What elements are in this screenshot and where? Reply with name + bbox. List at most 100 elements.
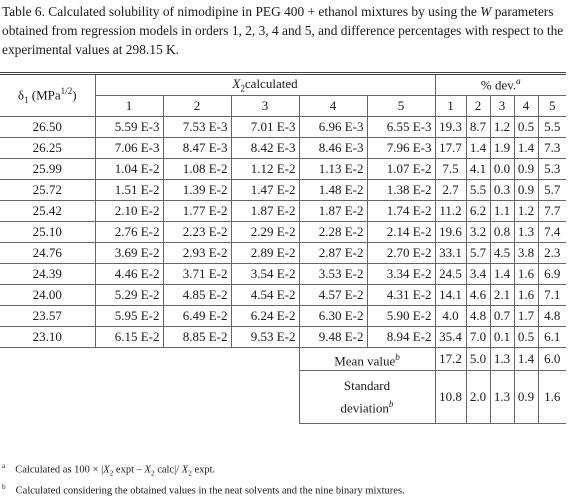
row-header: 24.39	[0, 263, 96, 285]
subscript: 2	[188, 468, 192, 478]
cell: 2.3	[537, 242, 567, 264]
cell: 0.8	[489, 221, 515, 243]
cell: 2.70 E-2	[366, 242, 436, 264]
cell: 8.47 E-3	[162, 137, 232, 159]
cell: 6.2	[465, 200, 491, 222]
cell: 3.34 E-2	[366, 263, 436, 285]
cell: 3.8	[513, 242, 539, 264]
cell: 4.8	[537, 305, 567, 327]
cell: 1.38 E-2	[366, 179, 436, 201]
cell: 1.3	[489, 346, 515, 372]
superscript: b	[395, 352, 400, 362]
cell: 9.48 E-2	[298, 326, 368, 348]
cell: 6.55 E-3	[366, 116, 436, 138]
cell: 2.23 E-2	[162, 221, 232, 243]
cell: 2.7	[434, 179, 467, 201]
cell: 4.54 E-2	[230, 284, 300, 306]
cell: 2.1	[489, 284, 515, 306]
cell: 1.4	[513, 137, 539, 159]
cell: 1.4	[465, 137, 491, 159]
table-row: 25.10 2.76 E-2 2.23 E-2 2.29 E-2 2.28 E-2 2.1…	[0, 221, 567, 243]
cell: 33.1	[434, 242, 467, 264]
cell: 24.5	[434, 263, 467, 285]
table-row: 24.39 4.46 E-2 3.71 E-2 3.54 E-2 3.53 E-2 3.3…	[0, 263, 567, 285]
cell: 4.8	[465, 305, 491, 327]
summary-label: Mean valueb	[298, 346, 436, 372]
cell: 1.87 E-2	[298, 200, 368, 222]
cell: 0.0	[489, 158, 515, 180]
label-text: Standard deviation	[340, 378, 391, 416]
cell: 6.24 E-2	[230, 305, 300, 327]
cell: 1.2	[489, 116, 515, 138]
cell: 17.7	[434, 137, 467, 159]
blank	[0, 348, 299, 371]
cell: 2.93 E-2	[162, 242, 232, 264]
cell: 2.0	[465, 370, 491, 425]
order-label: 2	[465, 95, 491, 117]
cell: 5.0	[465, 346, 491, 372]
cell: 6.0	[537, 346, 567, 372]
cell: 35.4	[434, 326, 467, 348]
cell: 2.89 E-2	[230, 242, 300, 264]
cell: 0.7	[489, 305, 515, 327]
cell: 8.85 E-2	[162, 326, 232, 348]
footnote-mark: b	[2, 482, 6, 491]
cell: 7.53 E-3	[162, 116, 232, 138]
cell: 5.90 E-2	[366, 305, 436, 327]
variable: X	[181, 464, 189, 476]
cell: 11.2	[434, 200, 467, 222]
cell: 19.6	[434, 221, 467, 243]
cell: 8.46 E-3	[298, 137, 368, 159]
cell: 3.2	[465, 221, 491, 243]
cell: 2.87 E-2	[298, 242, 368, 264]
order-label: 1	[434, 95, 467, 117]
summary-row: Standard deviationb 10.8 2.0 1.3 0.9 1.6	[0, 370, 567, 425]
cell: 0.9	[513, 179, 539, 201]
footnote-text: expt –	[115, 464, 142, 476]
cell: 2.76 E-2	[94, 221, 164, 243]
cell: 7.01 E-3	[230, 116, 300, 138]
cell: 1.13 E-2	[298, 158, 368, 180]
unit: )	[72, 87, 77, 103]
table-row: 23.10 6.15 E-2 8.85 E-2 9.53 E-2 9.48 E-2 8.9…	[0, 326, 567, 348]
cell: 1.48 E-2	[298, 179, 368, 201]
order-label: 5	[537, 95, 567, 117]
label-text: Mean value	[334, 353, 396, 369]
footnote-mark: a	[2, 461, 6, 470]
cell: 1.2	[513, 200, 539, 222]
order-label: 2	[162, 95, 232, 117]
cell: 1.08 E-2	[162, 158, 232, 180]
row-header: 25.42	[0, 200, 96, 222]
row-header: 25.72	[0, 179, 96, 201]
cell: 10.8	[434, 370, 467, 425]
caption-variable: W	[480, 4, 492, 19]
variable: X	[144, 464, 151, 476]
cell: 7.7	[537, 200, 567, 222]
cell: 8.7	[465, 116, 491, 138]
cell: 5.7	[537, 179, 567, 201]
cell: 1.4	[489, 263, 515, 285]
cell: 14.1	[434, 284, 467, 306]
footnote-text: expt.	[194, 464, 216, 476]
table-row: 25.99 1.04 E-2 1.08 E-2 1.12 E-2 1.13 E-2 1.0…	[0, 158, 567, 180]
cell: 7.4	[537, 221, 567, 243]
footnote-text: Calculated considering the obtained valu…	[15, 485, 405, 497]
cell: 3.54 E-2	[230, 263, 300, 285]
order-label: 4	[298, 95, 368, 117]
footnote-mark: a	[516, 76, 521, 87]
order-label: 1	[94, 95, 164, 117]
table-row: 23.57 5.95 E-2 6.49 E-2 6.24 E-2 6.30 E-2 5.9…	[0, 305, 567, 327]
row-header: 24.76	[0, 242, 96, 264]
blank	[0, 371, 299, 424]
cell: 8.42 E-3	[230, 137, 300, 159]
cell: 5.5	[537, 116, 567, 138]
cell: 7.96 E-3	[366, 137, 436, 159]
cell: 1.51 E-2	[94, 179, 164, 201]
cell: 4.85 E-2	[162, 284, 232, 306]
subscript: 2	[109, 468, 114, 478]
footnote-text: calc|/	[157, 464, 180, 476]
